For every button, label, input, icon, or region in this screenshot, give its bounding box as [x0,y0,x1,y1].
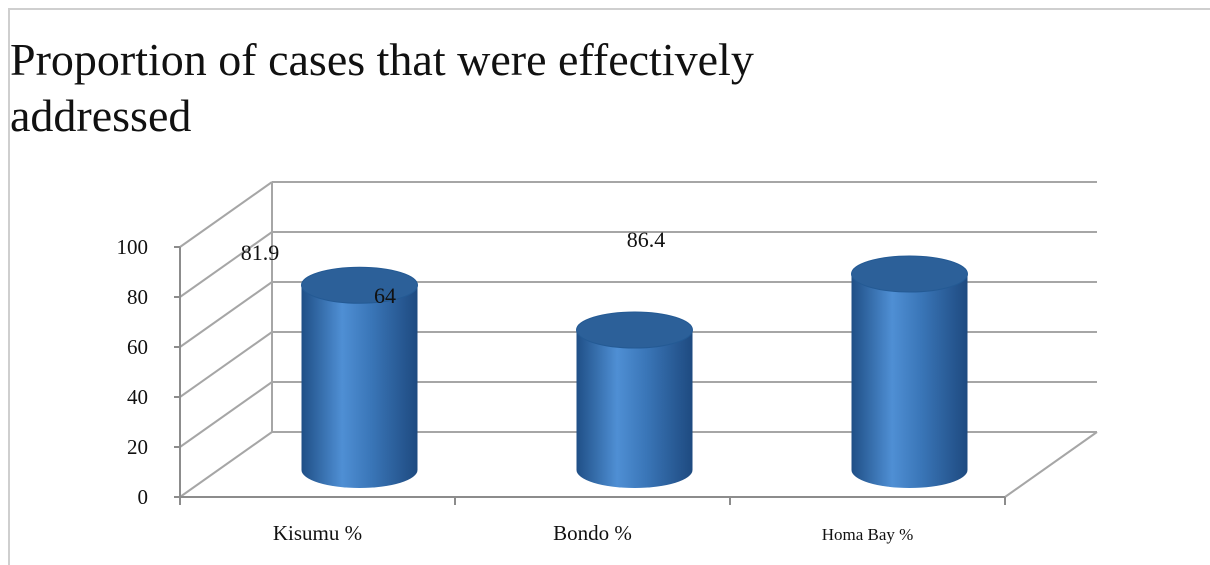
bar-body [301,285,418,488]
data-label: 81.9 [241,240,280,265]
floor-edge [1004,431,1098,498]
y-tick-label: 80 [127,285,148,309]
axis-layer: 0 20 40 60 80 100 [117,235,1006,509]
y-tick-label: 20 [127,435,148,459]
data-label: 64 [374,283,396,308]
y-tick-label: 0 [138,485,149,509]
frame-top-border [8,8,1210,10]
bar-body [576,330,693,488]
bar-0 [301,266,418,488]
x-tick-label: Bondo % [553,521,632,545]
bar-top [851,255,968,293]
gridline-side [179,331,273,398]
gridline-side [179,181,273,248]
bar-2 [851,255,968,488]
bar-1 [576,311,693,488]
x-tick-label: Kisumu % [273,521,362,545]
bar-body [851,274,968,488]
frame-left-border [8,8,10,565]
label-layer: Kisumu % Bondo % Homa Bay % 81.9 64 86.4 [241,227,914,545]
data-label: 86.4 [627,227,666,252]
y-tick-label: 40 [127,385,148,409]
y-tick-label: 100 [117,235,149,259]
y-tick-label: 60 [127,335,148,359]
gridline-side [179,231,273,298]
chart-title: Proportion of cases that were effectivel… [10,34,754,141]
bar-top [576,311,693,349]
bar-top [301,266,418,304]
bar-layer [301,255,968,488]
gridline-side [179,381,273,448]
gridline-side [179,431,273,498]
x-tick-label: Homa Bay % [822,525,914,544]
gridline-side [179,281,273,348]
